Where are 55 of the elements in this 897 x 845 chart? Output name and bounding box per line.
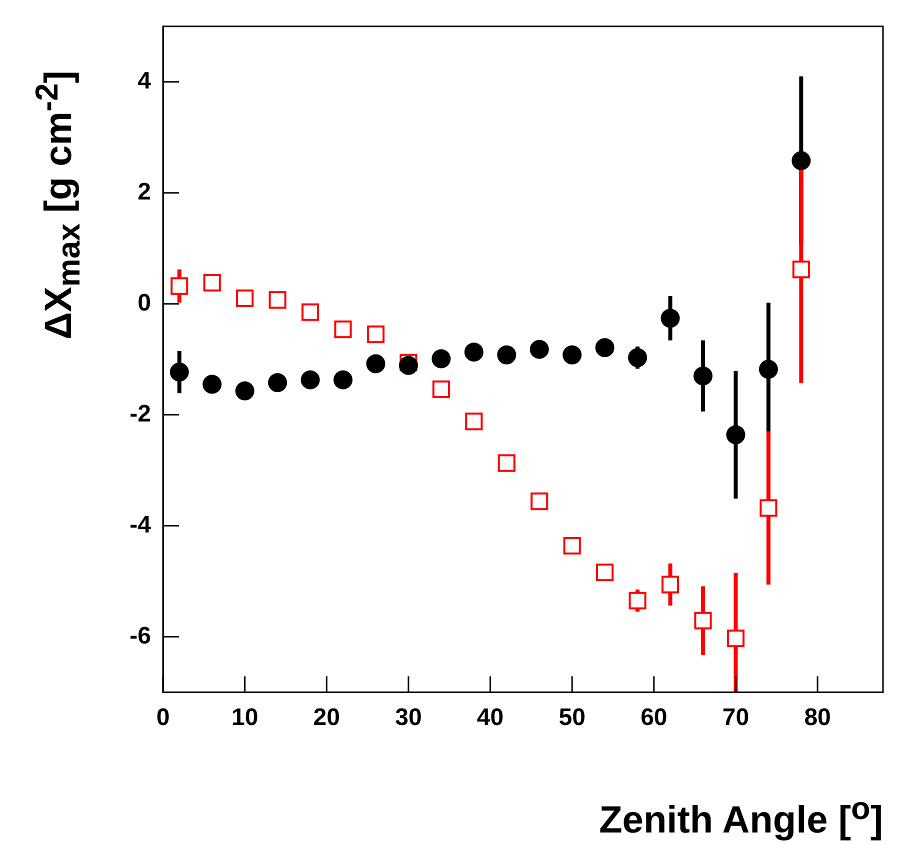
point [660, 308, 680, 328]
y-tick-label: -2 [130, 400, 151, 428]
y-tick-label: 4 [138, 68, 152, 95]
point [432, 349, 451, 368]
point [628, 348, 648, 368]
point [497, 345, 516, 364]
point [563, 536, 581, 554]
point [726, 630, 745, 648]
x-tick-label: 70 [722, 704, 750, 732]
point [726, 425, 746, 444]
point [498, 454, 516, 472]
point [203, 274, 221, 292]
point [760, 499, 778, 517]
point [202, 374, 222, 394]
y-tick-label: -6 [130, 622, 151, 650]
point [334, 320, 352, 338]
y-tick-label: 2 [138, 178, 151, 206]
x-tick-label: 60 [640, 704, 668, 732]
point [792, 260, 810, 278]
point [300, 370, 320, 390]
point [530, 492, 548, 510]
point [595, 338, 614, 358]
point [334, 370, 352, 390]
x-tick-label: 10 [231, 704, 258, 732]
x-tick-label: 50 [558, 704, 586, 732]
point [366, 354, 386, 374]
point [694, 612, 712, 630]
point [366, 326, 385, 344]
y-tick-label: 0 [138, 289, 151, 316]
x-tick-label: 20 [313, 704, 340, 732]
point [530, 340, 549, 359]
point [268, 373, 288, 392]
point [170, 277, 188, 295]
x-tick-label: 80 [804, 704, 831, 732]
point [661, 576, 680, 594]
point [398, 356, 418, 375]
point [268, 291, 286, 309]
point [236, 289, 254, 308]
point [432, 380, 450, 398]
point [465, 412, 483, 430]
point [694, 366, 712, 386]
point [235, 381, 254, 400]
x-tick-label: 40 [476, 704, 504, 732]
point [792, 151, 811, 170]
y-tick-label: -4 [130, 511, 152, 538]
x-axis-title: Zenith Angle [$^{o}$] [599, 790, 883, 843]
point [562, 345, 582, 364]
point [464, 342, 484, 362]
point [596, 564, 614, 582]
x-tick-label: 30 [395, 704, 422, 732]
point [170, 362, 189, 382]
point [301, 303, 320, 321]
point [628, 592, 646, 610]
point [758, 360, 778, 379]
x-tick-label: 0 [156, 704, 170, 732]
